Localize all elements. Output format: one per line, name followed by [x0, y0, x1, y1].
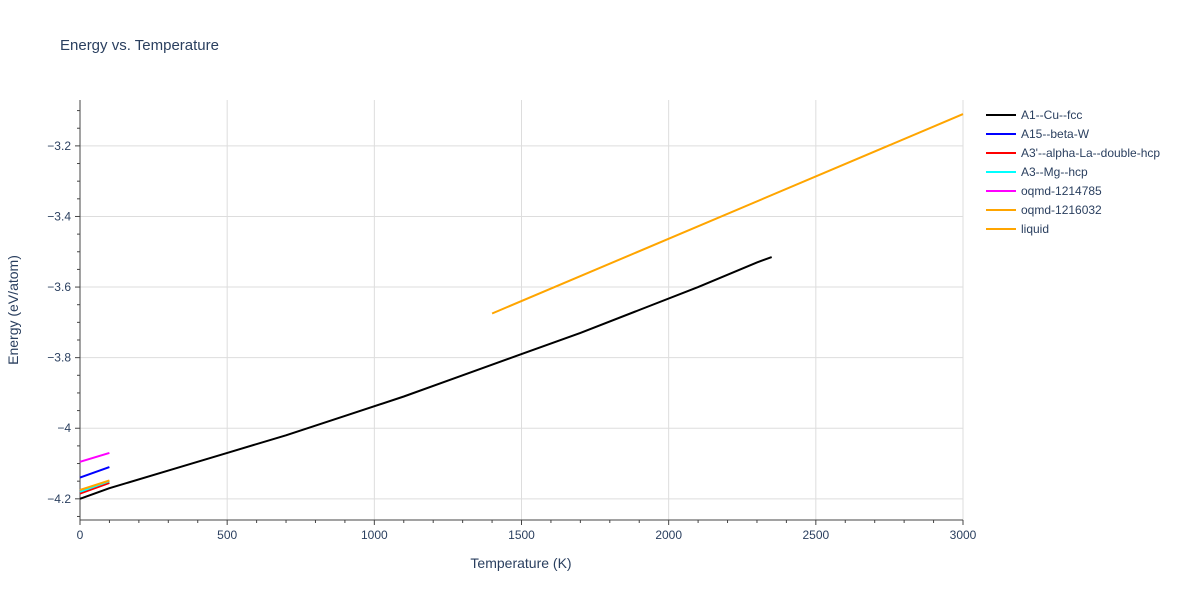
- y-tick-label: −3.4: [47, 209, 71, 223]
- legend-item[interactable]: A3--Mg--hcp: [986, 165, 1088, 179]
- x-tick-label: 2500: [802, 528, 829, 542]
- legend-label: oqmd-1214785: [1021, 184, 1102, 198]
- series-line-a3-alpha-la-double-hcp: [79, 481, 110, 495]
- y-tick-label: −3.6: [47, 280, 71, 294]
- x-tick-label: 500: [217, 528, 237, 542]
- legend-label: A3'--alpha-La--double-hcp: [1021, 146, 1160, 160]
- series-line-a1-cu-fcc: [79, 256, 773, 500]
- legend-label: A1--Cu--fcc: [1021, 108, 1082, 122]
- x-tick-label: 1000: [361, 528, 388, 542]
- legend-item[interactable]: liquid: [986, 222, 1049, 236]
- y-axis-title: Energy (eV/atom): [5, 255, 21, 365]
- legend-label: A3--Mg--hcp: [1021, 165, 1088, 179]
- legend-item[interactable]: A3'--alpha-La--double-hcp: [986, 146, 1160, 160]
- y-tick-label: −4.2: [47, 492, 71, 506]
- legend-item[interactable]: oqmd-1216032: [986, 203, 1102, 217]
- legend-item[interactable]: oqmd-1214785: [986, 184, 1102, 198]
- legend-label: liquid: [1021, 222, 1049, 236]
- legend-item[interactable]: A15--beta-W: [986, 127, 1090, 141]
- x-tick-label: 2000: [655, 528, 682, 542]
- legend[interactable]: A1--Cu--fcc A15--beta-W A3'--alpha-La--dou…: [986, 108, 1160, 236]
- series-line-oqmd-1216032: [79, 479, 110, 491]
- legend-item[interactable]: A1--Cu--fcc: [986, 108, 1082, 122]
- x-axis-title: Temperature (K): [470, 555, 571, 571]
- axes: 0 500 1000 1500 2000 2500 3000 −4.2 −4 −3.8 −3.6 −3…: [47, 100, 977, 542]
- x-tick-label: 1500: [508, 528, 535, 542]
- legend-label: A15--beta-W: [1021, 127, 1090, 141]
- y-tick-label: −4: [57, 421, 71, 435]
- x-tick-label: 3000: [950, 528, 977, 542]
- grid: [80, 100, 964, 520]
- series-group: [79, 113, 964, 500]
- x-tick-label: 0: [77, 528, 84, 542]
- y-tick-label: −3.8: [47, 351, 71, 365]
- series-line-a15-beta-w: [79, 466, 110, 479]
- series-line-liquid: [491, 113, 964, 315]
- legend-label: oqmd-1216032: [1021, 203, 1102, 217]
- y-tick-label: −3.2: [47, 139, 71, 153]
- series-line-oqmd-1214785: [79, 451, 110, 463]
- chart-title: Energy vs. Temperature: [60, 37, 219, 54]
